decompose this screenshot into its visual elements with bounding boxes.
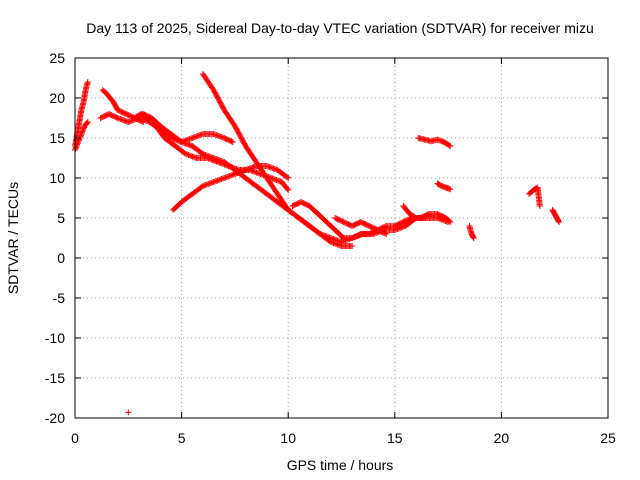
data-point bbox=[80, 125, 87, 132]
data-point bbox=[75, 137, 82, 144]
y-tick-label: -5 bbox=[53, 290, 66, 306]
data-point bbox=[349, 243, 356, 249]
x-tick-label: 5 bbox=[178, 430, 186, 446]
data-point bbox=[284, 185, 291, 192]
y-tick-label: 0 bbox=[57, 250, 65, 266]
data-point bbox=[79, 128, 86, 135]
data-point bbox=[84, 79, 91, 85]
data-point bbox=[555, 219, 562, 225]
data-point bbox=[315, 230, 322, 237]
y-tick-label: 15 bbox=[49, 130, 65, 146]
data-point bbox=[75, 139, 82, 145]
data-point bbox=[79, 127, 86, 133]
data-point bbox=[285, 187, 292, 193]
data-point bbox=[83, 120, 90, 126]
data-point bbox=[383, 231, 390, 237]
data-point bbox=[77, 133, 84, 140]
data-point bbox=[228, 138, 235, 145]
data-point bbox=[198, 183, 205, 190]
data-point bbox=[446, 142, 453, 149]
data-point bbox=[445, 219, 452, 225]
data-point bbox=[73, 143, 80, 149]
data-point bbox=[177, 138, 184, 145]
data-point bbox=[76, 136, 83, 143]
y-tick-label: -15 bbox=[45, 370, 65, 386]
series-outlier bbox=[125, 409, 132, 416]
data-point bbox=[74, 140, 81, 147]
data-point bbox=[285, 175, 292, 181]
series-arc-14 bbox=[434, 180, 454, 193]
data-point bbox=[113, 114, 120, 121]
data-point bbox=[470, 234, 477, 240]
data-point bbox=[198, 150, 205, 157]
series-arc-16 bbox=[526, 184, 543, 209]
data-point bbox=[536, 203, 543, 209]
data-point bbox=[84, 119, 91, 125]
data-point bbox=[72, 145, 79, 152]
data-point bbox=[73, 144, 80, 151]
chart-title: Day 113 of 2025, Sidereal Day-to-day VTE… bbox=[86, 20, 594, 36]
x-tick-label: 0 bbox=[71, 430, 79, 446]
data-point bbox=[424, 211, 431, 218]
y-tick-label: -20 bbox=[45, 410, 65, 426]
series-arc-2 bbox=[72, 119, 91, 153]
data-point bbox=[447, 186, 454, 193]
data-point bbox=[425, 211, 432, 217]
y-axis-label: SDTVAR / TECUs bbox=[5, 182, 21, 294]
data-point bbox=[78, 131, 85, 137]
data-point bbox=[447, 143, 454, 149]
y-tick-label: 10 bbox=[49, 170, 65, 186]
data-point bbox=[470, 235, 477, 241]
series-arc-10 bbox=[332, 211, 454, 233]
grid-layer bbox=[75, 58, 608, 418]
series-arc-17 bbox=[549, 207, 562, 225]
tick-layer: 0 5 10 15 20 25 -20 -15 -10 -5 0 5 10 15 20 25 bbox=[45, 50, 616, 446]
data-point bbox=[284, 174, 291, 181]
data-point bbox=[181, 150, 188, 157]
x-tick-label: 25 bbox=[600, 430, 616, 446]
x-tick-label: 20 bbox=[494, 430, 510, 446]
series-arc-12 bbox=[400, 203, 432, 221]
data-point bbox=[77, 132, 84, 139]
data-point bbox=[229, 139, 236, 145]
y-tick-label: 25 bbox=[49, 50, 65, 66]
y-tick-label: 20 bbox=[49, 90, 65, 106]
data-point bbox=[125, 409, 132, 416]
series-arc-15 bbox=[466, 223, 477, 241]
series-arc-13 bbox=[415, 135, 454, 149]
data-point bbox=[78, 129, 85, 136]
x-tick-label: 10 bbox=[280, 430, 296, 446]
data-point bbox=[555, 218, 562, 224]
series-arc-6 bbox=[140, 111, 356, 249]
y-tick-label: 5 bbox=[57, 210, 65, 226]
y-tick-label: -10 bbox=[45, 330, 65, 346]
data-layer bbox=[72, 71, 562, 416]
series-arc-11 bbox=[349, 215, 452, 241]
x-tick-label: 15 bbox=[387, 430, 403, 446]
x-axis-label: GPS time / hours bbox=[287, 457, 394, 473]
plot-frame bbox=[74, 57, 609, 419]
